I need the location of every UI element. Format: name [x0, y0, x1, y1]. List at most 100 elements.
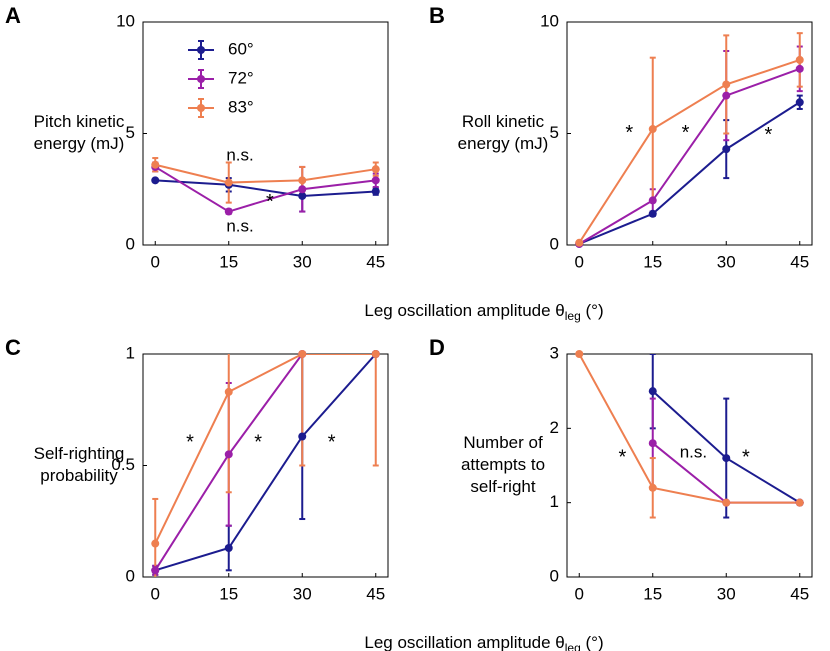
legend-label: 72° [228, 68, 254, 87]
point [795, 55, 804, 64]
annotation: n.s. [226, 217, 253, 236]
panel-label: A [5, 3, 21, 28]
point [795, 64, 804, 73]
x-axis-label: Leg oscillation amplitude θleg (°) [364, 301, 603, 323]
series-line [578, 67, 801, 245]
y-tick-label: 0 [126, 566, 135, 585]
y-axis-label: self-right [470, 477, 535, 496]
series-line [155, 179, 376, 197]
y-axis-label: Self-righting [34, 444, 125, 463]
x-tick-label: 0 [151, 252, 160, 271]
point [795, 98, 804, 107]
panel-label: D [429, 335, 445, 360]
plot-area [578, 354, 801, 519]
x-axis-label-part: leg [565, 309, 581, 323]
y-tick-label: 1 [550, 492, 559, 511]
x-axis-label-part: Leg oscillation amplitude θ [364, 301, 564, 320]
series-line [578, 354, 800, 504]
annotation: * [625, 122, 633, 144]
y-tick-label: 10 [116, 11, 135, 30]
point [298, 176, 307, 185]
x-axis-label-part: Leg oscillation amplitude θ [364, 633, 564, 651]
x-axis-label-part: (°) [581, 301, 604, 320]
point [795, 498, 804, 507]
point [648, 196, 657, 205]
point [298, 350, 307, 358]
y-tick-label: 10 [540, 11, 559, 30]
x-tick-label: 15 [219, 584, 238, 603]
point [224, 544, 233, 553]
panel-label: B [429, 3, 445, 28]
y-tick-label: 0.5 [111, 455, 135, 474]
x-tick-label: 30 [293, 252, 312, 271]
x-tick-label: 30 [717, 584, 736, 603]
point [722, 91, 731, 100]
x-tick-label: 0 [151, 584, 160, 603]
legend-marker [197, 75, 205, 83]
x-tick-label: 0 [575, 584, 584, 603]
annotation: * [764, 124, 772, 146]
legend-marker [197, 104, 205, 112]
point [224, 450, 233, 459]
x-tick-label: 30 [293, 584, 312, 603]
legend-marker [197, 46, 205, 54]
y-tick-label: 0 [550, 566, 559, 585]
point [371, 165, 380, 174]
annotation: * [254, 431, 262, 453]
point [224, 387, 233, 396]
annotation: * [618, 446, 626, 468]
series-line [155, 163, 376, 184]
series-line [578, 58, 801, 244]
series-line [154, 354, 376, 544]
y-tick-label: 0 [550, 234, 559, 253]
panel-label: C [5, 335, 21, 360]
y-axis-label: probability [40, 466, 118, 485]
point [298, 191, 307, 200]
x-axis-label-part: (°) [581, 633, 604, 651]
point [224, 207, 233, 216]
annotation: * [682, 122, 690, 144]
y-axis-label: attempts to [461, 455, 545, 474]
y-axis-label: Roll kinetic [462, 112, 545, 131]
y-tick-label: 5 [126, 123, 135, 142]
x-tick-label: 0 [575, 252, 584, 271]
series-line [578, 101, 801, 245]
point [224, 178, 233, 187]
x-tick-label: 15 [643, 252, 662, 271]
x-tick-label: 15 [219, 252, 238, 271]
point [298, 185, 307, 194]
y-tick-label: 2 [550, 418, 559, 437]
x-axis-label-part: leg [565, 641, 581, 651]
point [151, 160, 160, 169]
annotation: n.s. [226, 145, 253, 164]
x-tick-label: 30 [717, 252, 736, 271]
annotation: * [742, 446, 750, 468]
axes-box [566, 353, 813, 578]
axes-box [142, 353, 389, 578]
point [151, 566, 160, 575]
legend-label: 83° [228, 97, 254, 116]
point [648, 125, 657, 134]
point [722, 454, 731, 463]
point [151, 176, 160, 185]
point [648, 209, 657, 218]
x-tick-label: 45 [366, 252, 385, 271]
point [648, 439, 657, 448]
y-tick-label: 1 [126, 343, 135, 362]
point [648, 483, 657, 492]
axes-box [566, 21, 813, 246]
y-axis-label: energy (mJ) [34, 134, 125, 153]
x-tick-label: 45 [366, 584, 385, 603]
y-axis-label: Pitch kinetic [34, 112, 125, 131]
point [575, 350, 584, 358]
point [722, 80, 731, 89]
series-line [154, 166, 376, 213]
x-tick-label: 45 [790, 252, 809, 271]
y-axis-label: Number of [463, 433, 543, 452]
annotation: n.s. [680, 442, 707, 461]
point [151, 539, 160, 548]
point [298, 432, 307, 441]
point [722, 145, 731, 154]
x-tick-label: 15 [643, 584, 662, 603]
series-line [154, 354, 376, 571]
